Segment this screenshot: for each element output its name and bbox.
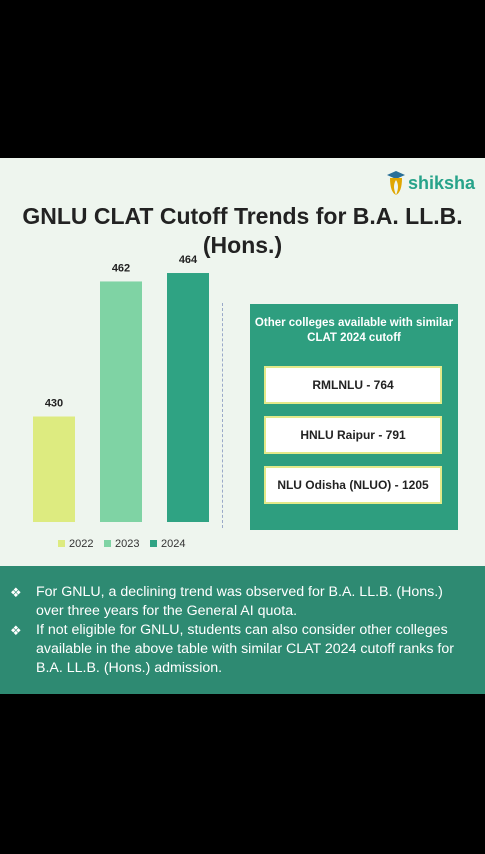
- legend-swatch: [104, 540, 111, 547]
- legend-label: 2023: [115, 538, 139, 550]
- legend-swatch: [58, 540, 65, 547]
- note-item: ❖ If not eligible for GNLU, students can…: [10, 621, 467, 678]
- dashed-divider: [222, 303, 223, 528]
- notes-band: ❖ For GNLU, a declining trend was observ…: [0, 566, 485, 694]
- bar-2023: [100, 281, 142, 522]
- page-title: GNLU CLAT Cutoff Trends for B.A. LL.B. (…: [22, 203, 463, 258]
- graduate-cap-icon: [386, 171, 405, 195]
- college-item: NLU Odisha (NLUO) - 1205: [264, 466, 442, 504]
- note-text: If not eligible for GNLU, students can a…: [36, 622, 454, 676]
- diamond-bullet-icon: ❖: [10, 585, 22, 600]
- infographic-card: shiksha GNLU CLAT Cutoff Trends for B.A.…: [0, 158, 485, 566]
- data-label: 464: [179, 254, 198, 266]
- cutoff-bar-chart: 430 462 464 2022 2023 2024: [33, 254, 209, 550]
- colleges-panel-heading: Other colleges available with similar CL…: [254, 317, 454, 344]
- college-item: RMLNLU - 764: [264, 366, 442, 404]
- legend-label: 2022: [69, 538, 93, 550]
- college-item: HNLU Raipur - 791: [264, 416, 442, 454]
- data-label: 430: [45, 398, 63, 410]
- note-text: For GNLU, a declining trend was observed…: [36, 584, 443, 619]
- legend-label: 2024: [161, 538, 185, 550]
- note-item: ❖ For GNLU, a declining trend was observ…: [10, 583, 467, 621]
- data-label: 462: [112, 262, 130, 274]
- colleges-panel: Other colleges available with similar CL…: [250, 304, 458, 530]
- diamond-bullet-icon: ❖: [10, 623, 22, 638]
- bar-2022: [33, 416, 75, 522]
- bar-2024: [167, 273, 209, 522]
- shiksha-logo: shiksha: [386, 170, 475, 196]
- legend-swatch: [150, 540, 157, 547]
- brand-name: shiksha: [407, 172, 475, 193]
